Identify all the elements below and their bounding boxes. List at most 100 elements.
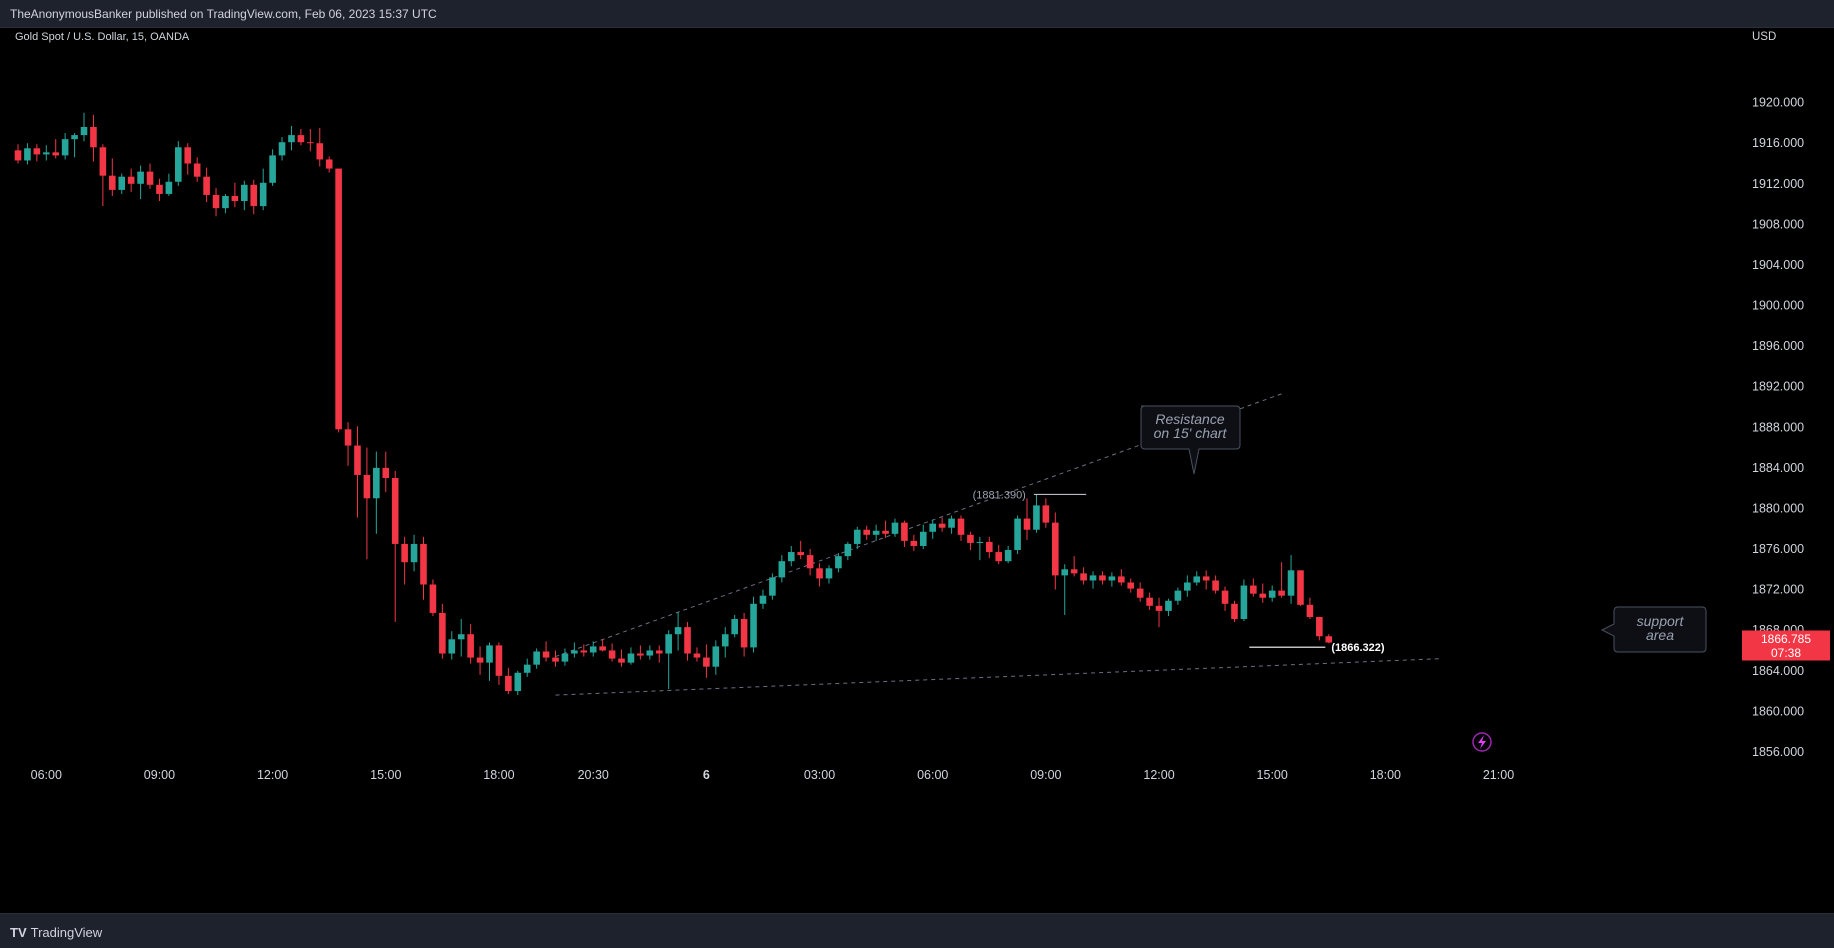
candle[interactable] — [156, 178, 163, 202]
candle[interactable] — [712, 640, 720, 675]
candle[interactable] — [721, 627, 729, 658]
candle[interactable] — [769, 573, 776, 600]
candle[interactable] — [731, 614, 738, 638]
candle[interactable] — [1259, 583, 1267, 603]
candle[interactable] — [967, 531, 974, 551]
candle[interactable] — [476, 646, 484, 675]
candle[interactable] — [222, 193, 229, 214]
candle[interactable] — [363, 447, 371, 560]
candle[interactable] — [1136, 582, 1144, 602]
candle[interactable] — [344, 422, 352, 466]
candle[interactable] — [580, 644, 588, 657]
candle[interactable] — [542, 641, 550, 662]
candle[interactable] — [448, 631, 456, 660]
candle[interactable] — [1287, 555, 1295, 604]
candle[interactable] — [693, 647, 701, 662]
candle[interactable] — [825, 565, 833, 584]
candle[interactable] — [1108, 572, 1116, 587]
candle[interactable] — [335, 168, 342, 433]
candle[interactable] — [1306, 597, 1314, 620]
candle[interactable] — [872, 524, 880, 541]
candle[interactable] — [853, 526, 861, 550]
candle[interactable] — [787, 545, 795, 567]
candle[interactable] — [703, 644, 710, 678]
candle[interactable] — [646, 645, 654, 660]
candle[interactable] — [307, 129, 314, 152]
candle[interactable] — [288, 125, 295, 151]
candle[interactable] — [976, 536, 984, 561]
candle[interactable] — [33, 144, 41, 162]
candle[interactable] — [1061, 564, 1069, 615]
candle[interactable] — [250, 179, 258, 215]
candle[interactable] — [1146, 592, 1153, 610]
candle[interactable] — [146, 163, 154, 189]
candles[interactable] — [14, 112, 1333, 696]
candle[interactable] — [1127, 578, 1135, 593]
candle[interactable] — [297, 129, 305, 146]
candle[interactable] — [325, 156, 333, 173]
candle[interactable] — [985, 536, 993, 559]
candle[interactable] — [486, 642, 493, 681]
candle[interactable] — [1014, 515, 1021, 555]
candle[interactable] — [61, 133, 69, 160]
candle[interactable] — [165, 173, 173, 196]
candle[interactable] — [1325, 634, 1333, 644]
candle[interactable] — [109, 158, 116, 196]
candle[interactable] — [467, 624, 474, 664]
candle[interactable] — [1080, 567, 1087, 585]
candle[interactable] — [42, 145, 50, 161]
candle[interactable] — [137, 165, 144, 200]
candle[interactable] — [71, 133, 78, 158]
candle[interactable] — [1231, 600, 1238, 623]
candle[interactable] — [184, 143, 192, 175]
candle[interactable] — [571, 642, 578, 658]
candle[interactable] — [637, 645, 644, 660]
candle[interactable] — [1316, 616, 1323, 641]
candle[interactable] — [1004, 545, 1012, 564]
x-axis[interactable]: 06:00 09:00 12:00 15:00 18:00 20:30 6 03:00 06:0… — [31, 768, 1515, 782]
candle[interactable] — [1023, 498, 1031, 540]
candle[interactable] — [373, 451, 380, 534]
tradingview-logo[interactable]: TV TradingView — [10, 925, 102, 940]
candle[interactable] — [212, 187, 220, 217]
candle[interactable] — [957, 515, 965, 541]
candle[interactable] — [391, 470, 399, 623]
candle[interactable] — [778, 555, 786, 583]
candle[interactable] — [382, 451, 390, 493]
candle[interactable] — [14, 144, 22, 164]
candle[interactable] — [1268, 585, 1276, 602]
candle[interactable] — [90, 114, 97, 162]
candle[interactable] — [1052, 512, 1059, 590]
candle[interactable] — [759, 589, 767, 609]
candle[interactable] — [938, 517, 946, 532]
candle[interactable] — [589, 641, 597, 657]
candle[interactable] — [495, 642, 503, 685]
candle[interactable] — [665, 630, 672, 690]
support-callout[interactable] — [1600, 606, 1707, 653]
candle[interactable] — [891, 518, 899, 537]
candle[interactable] — [1297, 570, 1304, 606]
candle[interactable] — [1165, 598, 1172, 616]
candle[interactable] — [608, 643, 616, 662]
candle[interactable] — [561, 648, 569, 666]
candle[interactable] — [24, 143, 31, 165]
candle[interactable] — [655, 645, 663, 663]
candle[interactable] — [193, 157, 201, 182]
candle[interactable] — [995, 544, 1003, 565]
candle[interactable] — [99, 144, 107, 207]
candle[interactable] — [816, 563, 823, 587]
candle[interactable] — [948, 515, 955, 534]
candle[interactable] — [1155, 597, 1163, 628]
candle[interactable] — [354, 426, 361, 518]
trendline[interactable] — [555, 658, 1442, 696]
candle[interactable] — [401, 536, 408, 585]
resistance-callout[interactable] — [1140, 405, 1241, 475]
candle[interactable] — [901, 520, 908, 547]
candle[interactable] — [674, 611, 682, 651]
candle[interactable] — [523, 658, 531, 677]
candle[interactable] — [835, 553, 842, 573]
candle[interactable] — [882, 520, 889, 538]
candle[interactable] — [118, 173, 126, 194]
candle[interactable] — [231, 182, 239, 208]
candle[interactable] — [1174, 587, 1182, 605]
